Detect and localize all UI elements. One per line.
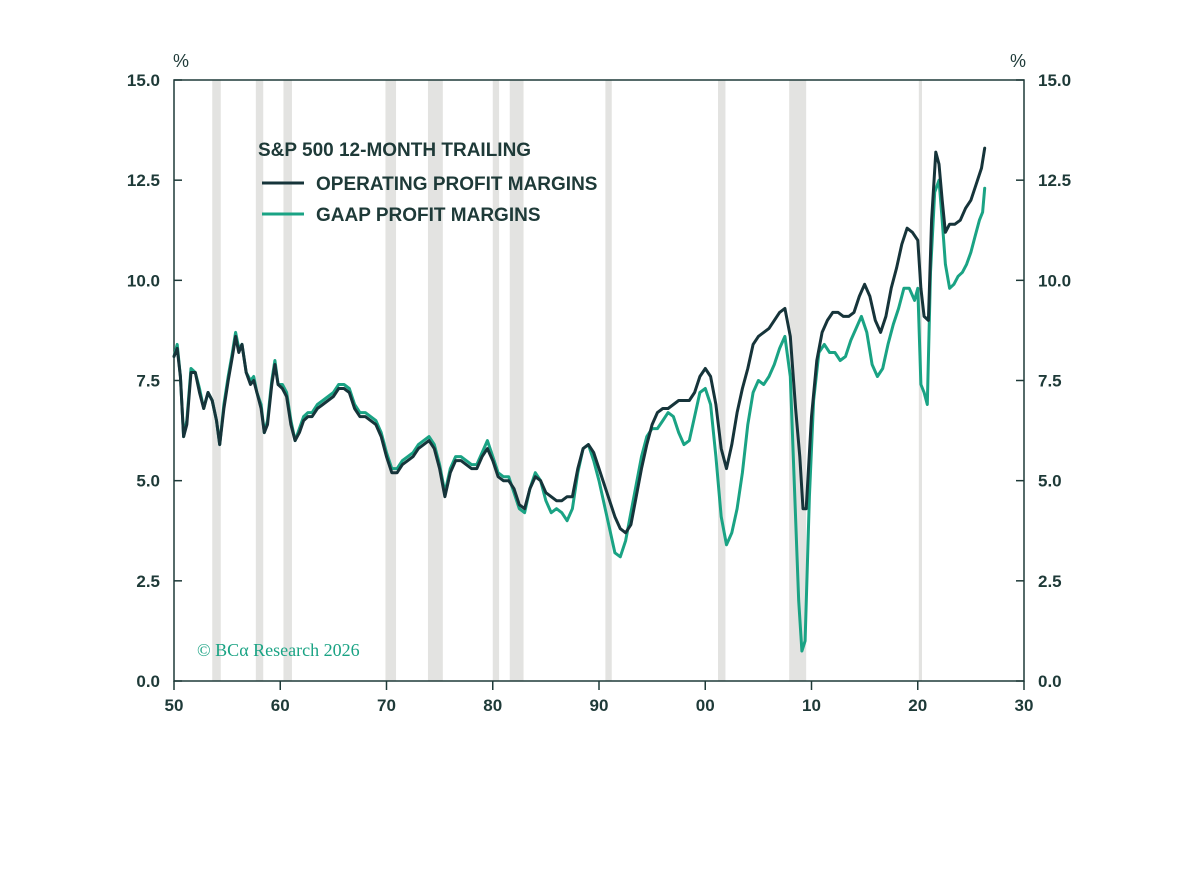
y-tick-label-right: 2.5 xyxy=(1038,572,1062,591)
recession-band xyxy=(718,80,726,681)
x-tick-label: 60 xyxy=(271,696,290,715)
legend-label-operating: OPERATING PROFIT MARGINS xyxy=(316,174,597,195)
y-tick-label-right: 10.0 xyxy=(1038,271,1071,290)
y-tick-label-left: 10.0 xyxy=(127,271,160,290)
right-axis-unit: % xyxy=(1010,51,1026,71)
y-tick-label-left: 5.0 xyxy=(136,472,160,491)
left-axis-unit: % xyxy=(173,51,189,71)
axis-ticks: 0.0 0.0 2.5 2.5 5.0 5.0 7.5 7.5 10.0 10.0 12.5 12.5… xyxy=(127,71,1071,715)
series-line-gaap xyxy=(172,178,987,653)
y-tick-label-right: 12.5 xyxy=(1038,171,1071,190)
x-tick-label: 30 xyxy=(1015,696,1034,715)
x-tick-label: 70 xyxy=(377,696,396,715)
y-tick-label-left: 0.0 xyxy=(136,672,160,691)
recession-band xyxy=(255,80,264,681)
y-tick-label-left: 2.5 xyxy=(136,572,160,591)
legend-label-gaap: GAAP PROFIT MARGINS xyxy=(316,205,541,226)
x-tick-label: 80 xyxy=(483,696,502,715)
y-tick-label-right: 5.0 xyxy=(1038,472,1062,491)
x-tick-label: 00 xyxy=(696,696,715,715)
series-line-operating xyxy=(172,146,987,535)
recession-band xyxy=(283,80,292,681)
y-tick-label-right: 7.5 xyxy=(1038,372,1062,391)
series-lines xyxy=(172,146,987,653)
recession-band xyxy=(605,80,612,681)
x-tick-label: 10 xyxy=(802,696,821,715)
recession-band xyxy=(509,80,524,681)
y-tick-label-right: 0.0 xyxy=(1038,672,1062,691)
credit-text: © BCα Research 2026 xyxy=(197,640,360,660)
y-tick-label-left: 15.0 xyxy=(127,71,160,90)
recession-band xyxy=(212,80,221,681)
recession-band xyxy=(385,80,397,681)
y-tick-label-right: 15.0 xyxy=(1038,71,1071,90)
x-tick-label: 50 xyxy=(165,696,184,715)
x-tick-label: 20 xyxy=(908,696,927,715)
recession-band xyxy=(789,80,807,681)
recession-band xyxy=(492,80,500,681)
legend: S&P 500 12-MONTH TRAILING OPERATING PROF… xyxy=(258,140,597,226)
plot-frame xyxy=(173,79,1025,682)
legend-title: S&P 500 12-MONTH TRAILING xyxy=(258,140,531,161)
recession-bands xyxy=(212,80,922,681)
y-tick-label-left: 12.5 xyxy=(127,171,160,190)
x-tick-label: 90 xyxy=(590,696,609,715)
recession-band xyxy=(427,80,443,681)
y-tick-label-left: 7.5 xyxy=(136,372,160,391)
